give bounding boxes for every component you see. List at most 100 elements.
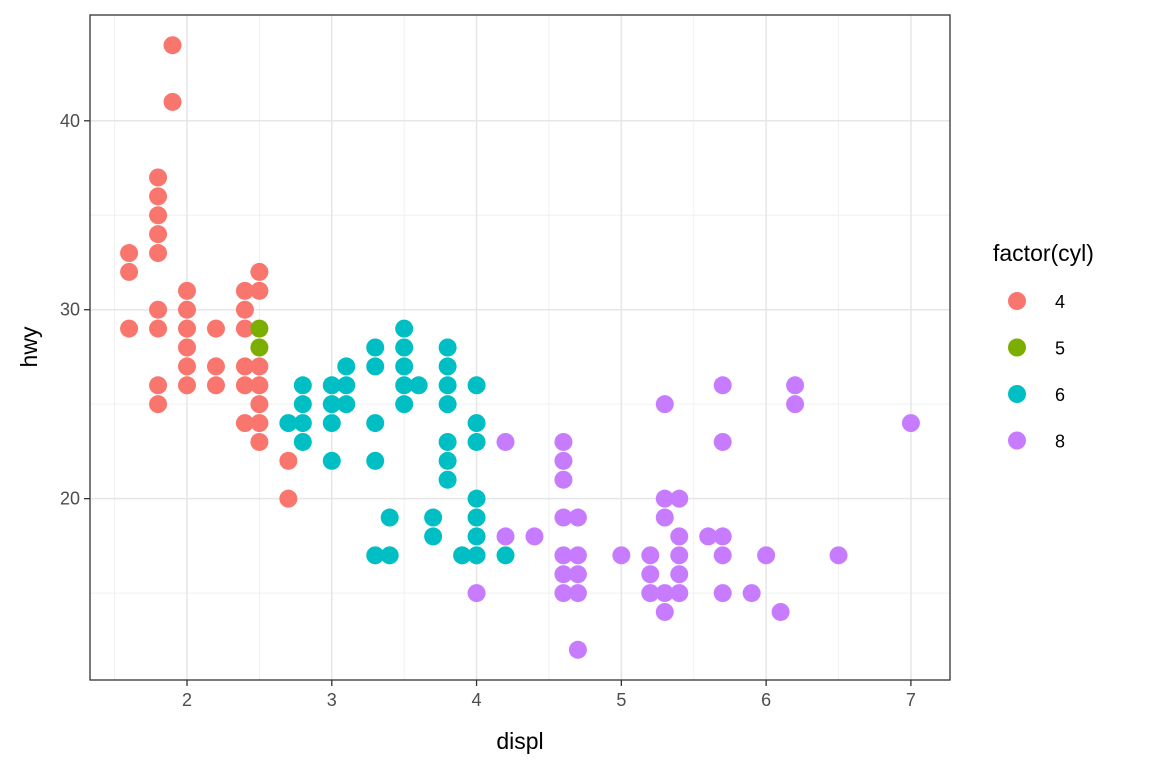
x-tick-label: 4 [472,690,482,710]
data-point-cyl-6 [366,338,385,357]
data-point-cyl-8 [699,527,718,546]
data-point-cyl-4 [235,300,254,319]
data-point-cyl-8 [554,565,573,584]
data-point-cyl-4 [279,451,298,470]
data-point-cyl-8 [641,584,660,603]
x-axis-label: displ [496,728,543,754]
data-point-cyl-8 [568,640,587,659]
data-point-cyl-4 [178,338,197,357]
data-point-cyl-4 [149,319,168,338]
data-point-cyl-4 [250,414,269,433]
data-point-cyl-6 [395,319,414,338]
data-point-cyl-8 [467,584,486,603]
data-point-cyl-6 [496,546,515,565]
data-point-cyl-8 [641,546,660,565]
y-tick-label: 30 [60,300,80,320]
data-point-cyl-4 [178,357,197,376]
data-point-cyl-8 [655,602,674,621]
data-point-cyl-6 [453,546,472,565]
data-point-cyl-6 [438,376,457,395]
data-point-cyl-8 [713,546,732,565]
data-point-cyl-4 [235,281,254,300]
data-point-cyl-4 [163,36,182,55]
legend-label-5: 5 [1055,339,1065,359]
data-point-cyl-8 [713,432,732,451]
data-point-cyl-8 [670,546,689,565]
x-tick-label: 3 [327,690,337,710]
data-point-cyl-4 [149,395,168,414]
data-point-cyl-6 [337,395,356,414]
data-point-cyl-4 [178,319,197,338]
data-point-cyl-6 [279,414,298,433]
legend-title: factor(cyl) [993,240,1094,266]
y-tick-label: 20 [60,489,80,509]
data-point-cyl-8 [670,527,689,546]
data-point-cyl-6 [293,376,312,395]
data-point-cyl-6 [467,414,486,433]
data-point-cyl-4 [149,187,168,206]
points [120,36,920,659]
data-point-cyl-6 [409,376,428,395]
data-point-cyl-8 [655,584,674,603]
data-point-cyl-8 [568,508,587,527]
data-point-cyl-4 [235,414,254,433]
data-point-cyl-4 [206,376,225,395]
data-point-cyl-4 [250,432,269,451]
data-point-cyl-6 [424,508,443,527]
x-tick-label: 7 [906,690,916,710]
data-point-cyl-8 [786,376,805,395]
data-point-cyl-4 [149,376,168,395]
y-axis-label: hwy [16,326,42,367]
data-point-cyl-8 [641,565,660,584]
data-point-cyl-6 [395,357,414,376]
data-point-cyl-4 [149,225,168,244]
data-point-cyl-4 [163,92,182,111]
data-point-cyl-4 [279,489,298,508]
data-point-cyl-8 [496,527,515,546]
data-point-cyl-6 [366,451,385,470]
data-point-cyl-8 [655,508,674,527]
data-point-cyl-8 [670,584,689,603]
data-point-cyl-6 [366,357,385,376]
data-point-cyl-4 [235,357,254,376]
data-point-cyl-6 [395,395,414,414]
ticks: 2 3 4 5 6 7 20 30 40 [60,111,916,710]
data-point-cyl-6 [293,395,312,414]
legend-key-5 [1008,338,1026,357]
data-point-cyl-8 [554,432,573,451]
data-point-cyl-4 [235,319,254,338]
data-point-cyl-8 [670,489,689,508]
data-point-cyl-4 [206,357,225,376]
data-point-cyl-4 [250,357,269,376]
data-point-cyl-8 [757,546,776,565]
data-point-cyl-6 [438,338,457,357]
legend-label-6: 6 [1055,385,1065,405]
data-point-cyl-6 [438,451,457,470]
data-point-cyl-4 [178,281,197,300]
data-point-cyl-8 [713,584,732,603]
x-tick-label: 2 [182,690,192,710]
data-point-cyl-6 [438,395,457,414]
data-point-cyl-8 [670,565,689,584]
y-tick-label: 40 [60,111,80,131]
data-point-cyl-4 [120,262,139,281]
data-point-cyl-6 [438,357,457,376]
data-point-cyl-8 [554,508,573,527]
data-point-cyl-8 [655,489,674,508]
panel-border [89,14,951,681]
data-point-cyl-8 [554,584,573,603]
data-point-cyl-8 [612,546,631,565]
data-point-cyl-6 [366,414,385,433]
data-point-cyl-6 [322,414,341,433]
data-point-cyl-6 [467,508,486,527]
data-point-cyl-6 [380,508,399,527]
data-point-cyl-8 [496,432,515,451]
data-point-cyl-4 [149,244,168,263]
x-tick-label: 5 [616,690,626,710]
legend: 4 5 6 8 [1008,292,1065,452]
data-point-cyl-5 [250,319,269,338]
data-point-cyl-8 [713,376,732,395]
data-point-cyl-4 [120,319,139,338]
data-point-cyl-4 [235,376,254,395]
